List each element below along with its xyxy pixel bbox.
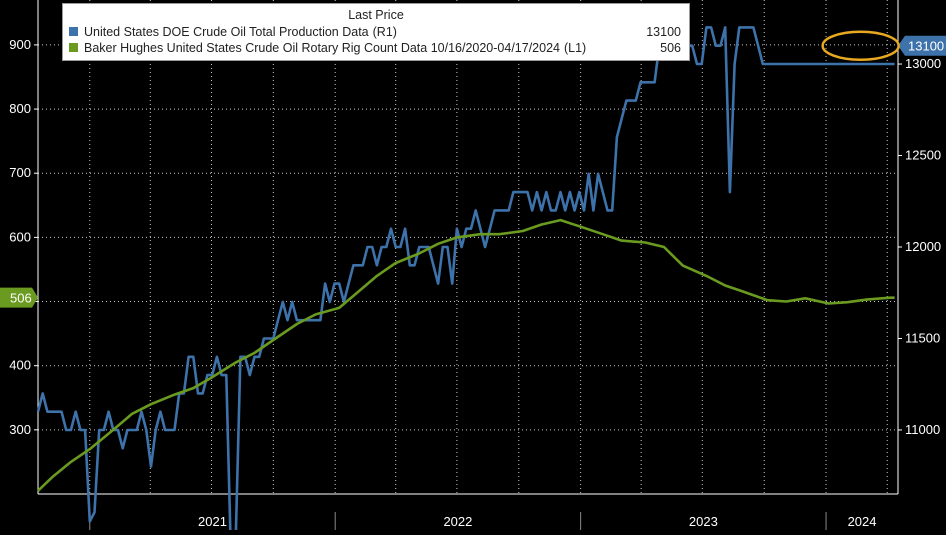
last-value-tags: 13100 506: [0, 30, 946, 308]
legend-entry-production: United States DOE Crude Oil Total Produc…: [69, 24, 681, 40]
right-axis-tick-label: 13000: [905, 56, 941, 71]
left-last-value-label: 506: [10, 291, 32, 306]
legend-value-production: 13100: [646, 25, 681, 39]
right-last-value-label: 13100: [908, 39, 944, 54]
left-axis-tick-label: 600: [9, 229, 31, 244]
x-axis-tick-label: 2023: [689, 514, 718, 529]
legend-axis-tag-rig-count: (L1): [563, 41, 587, 55]
gridlines: [38, 0, 898, 494]
left-axis-tick-label: 900: [9, 37, 31, 52]
right-axis-tick-label: 11000: [905, 422, 940, 437]
legend-label-production: United States DOE Crude Oil Total Produc…: [84, 25, 369, 39]
left-axis-tick-label: 400: [9, 358, 31, 373]
left-axis-tick-label: 300: [9, 422, 31, 437]
highlight-ellipse: [821, 30, 900, 61]
right-axis-tick-label: 12000: [905, 239, 941, 254]
legend-title: Last Price: [348, 8, 404, 22]
series-lines: [36, 26, 895, 535]
legend-swatch-rig-count: [69, 43, 78, 52]
x-axis-tick-label: 2022: [443, 514, 472, 529]
legend-label-rig-count: Baker Hughes United States Crude Oil Rot…: [84, 41, 560, 55]
left-axis-tick-label: 800: [9, 101, 31, 116]
rig-count-series-line: [37, 218, 895, 492]
x-axis-tick-label: 2024: [848, 514, 877, 529]
legend-axis-tag-production: (R1): [372, 25, 397, 39]
left-last-value-tag: [0, 287, 38, 308]
legend-swatch-production: [69, 27, 78, 36]
right-axis-tick-label: 12500: [905, 148, 941, 163]
right-axis-tick-label: 11500: [905, 330, 940, 345]
legend-entry-rig-count: Baker Hughes United States Crude Oil Rot…: [69, 40, 681, 56]
left-axis-tick-label: 700: [9, 165, 31, 180]
right-last-value-tag: [898, 35, 946, 56]
legend-value-rig-count: 506: [660, 41, 681, 55]
legend: Last Price United States DOE Crude Oil T…: [62, 3, 690, 61]
x-axis-tick-label: 2021: [198, 514, 227, 529]
